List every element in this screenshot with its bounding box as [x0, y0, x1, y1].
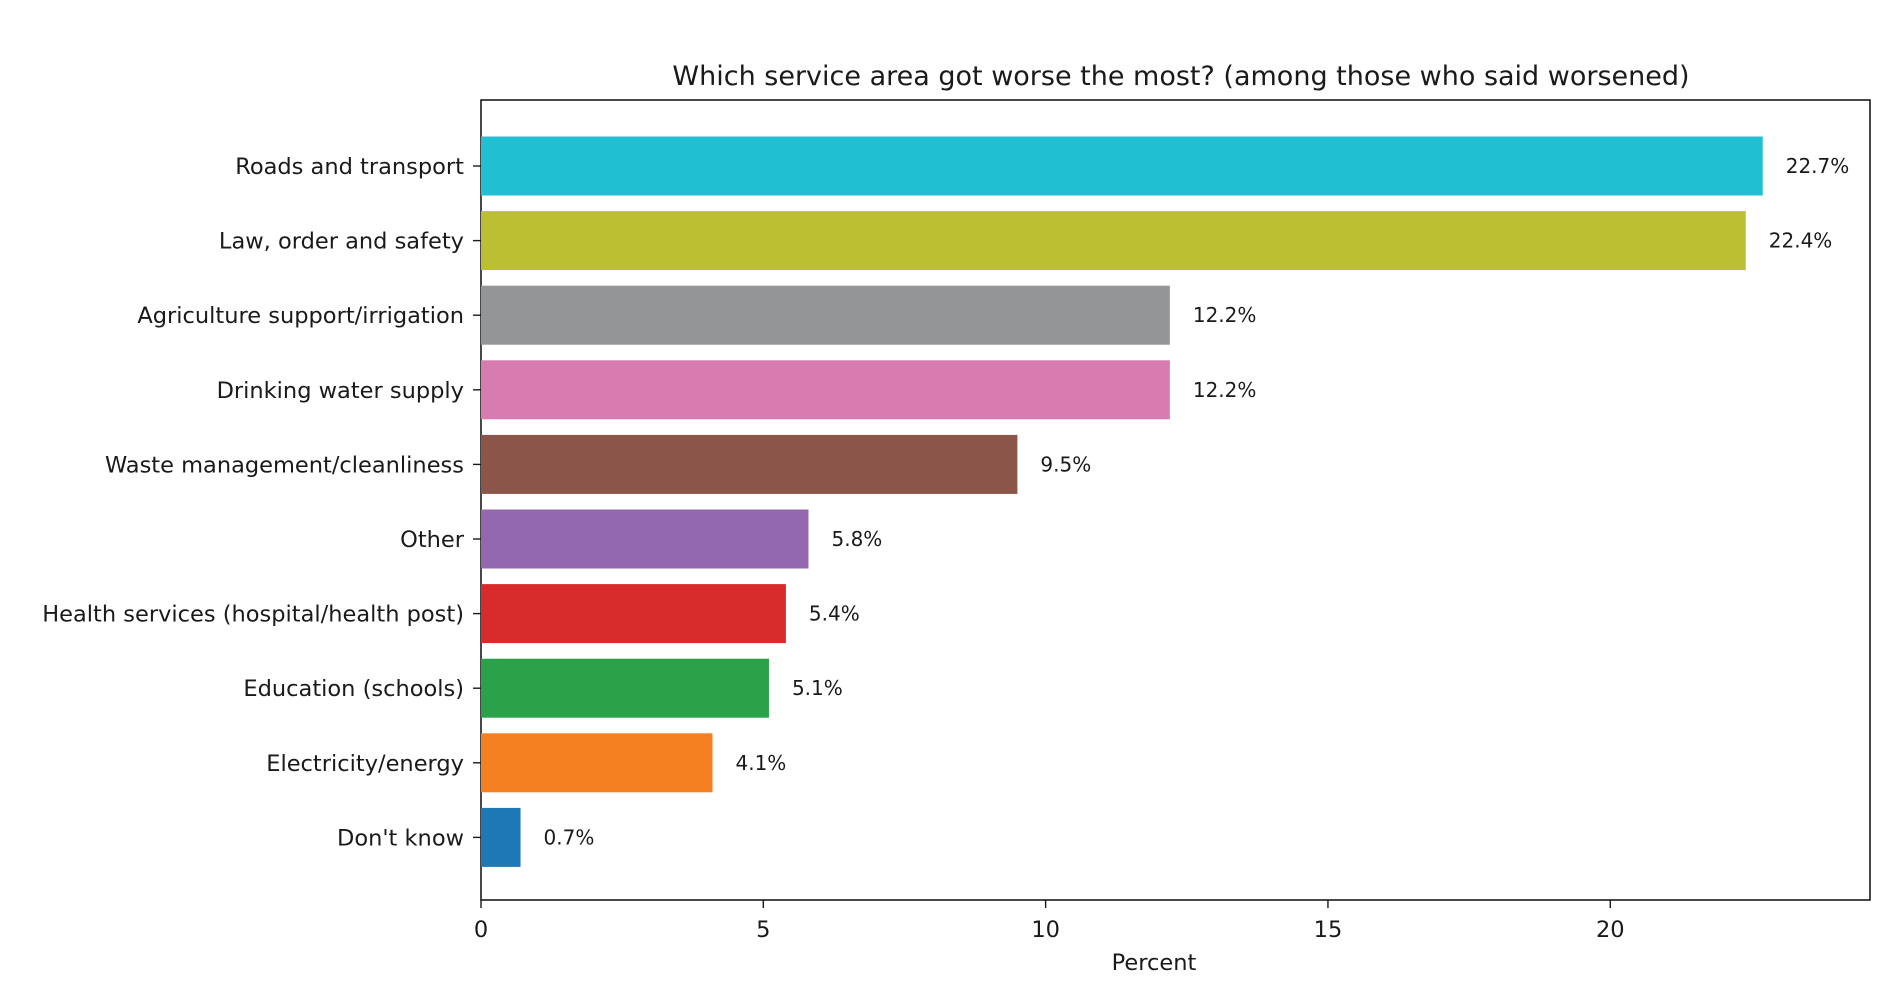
bar-8 — [481, 733, 713, 793]
category-label-7: Education (schools) — [243, 676, 464, 702]
category-label-5: Other — [400, 527, 465, 553]
bar-4 — [481, 434, 1018, 494]
x-tick-label-0: 0 — [474, 917, 488, 943]
x-tick-label-3: 15 — [1314, 917, 1343, 943]
category-label-2: Agriculture support/irrigation — [137, 303, 464, 329]
category-label-0: Roads and transport — [235, 154, 464, 180]
data-label-0: 22.7% — [1786, 154, 1850, 178]
x-axis-label: Percent — [1112, 950, 1197, 976]
data-label-2: 12.2% — [1193, 303, 1257, 327]
category-label-3: Drinking water supply — [217, 378, 464, 404]
data-label-9: 0.7% — [544, 825, 595, 849]
x-axis: 0 5 10 15 20 — [474, 900, 1625, 943]
data-label-8: 4.1% — [736, 751, 787, 775]
x-tick-label-1: 5 — [756, 917, 770, 943]
bar-5 — [481, 509, 809, 569]
bar-9 — [481, 807, 521, 867]
chart-title: Which service area got worse the most? (… — [672, 61, 1689, 92]
bar-7 — [481, 658, 769, 718]
data-label-5: 5.8% — [831, 527, 882, 551]
data-label-4: 9.5% — [1040, 452, 1091, 476]
data-labels-group: 22.7% 22.4% 12.2% 12.2% 9.5% 5.8% 5.4% 5.1% 4.1%… — [544, 154, 1850, 849]
bar-2 — [481, 285, 1170, 345]
x-tick-label-4: 20 — [1596, 917, 1625, 943]
category-label-9: Don't know — [337, 825, 464, 851]
plot-frame — [480, 99, 1871, 901]
bar-3 — [481, 360, 1170, 420]
data-label-3: 12.2% — [1193, 378, 1257, 402]
data-label-7: 5.1% — [792, 676, 843, 700]
data-label-6: 5.4% — [809, 602, 860, 626]
bar-1 — [481, 211, 1746, 271]
data-label-1: 22.4% — [1769, 229, 1833, 253]
y-axis: Roads and transport Law, order and safety… — [42, 154, 481, 851]
x-tick-label-2: 10 — [1031, 917, 1060, 943]
category-label-8: Electricity/energy — [266, 751, 464, 777]
bars-group — [481, 136, 1763, 867]
bar-6 — [481, 584, 786, 644]
bar-0 — [481, 136, 1763, 196]
category-label-1: Law, order and safety — [219, 229, 464, 255]
category-label-4: Waste management/cleanliness — [105, 452, 464, 478]
category-label-6: Health services (hospital/health post) — [42, 602, 464, 628]
